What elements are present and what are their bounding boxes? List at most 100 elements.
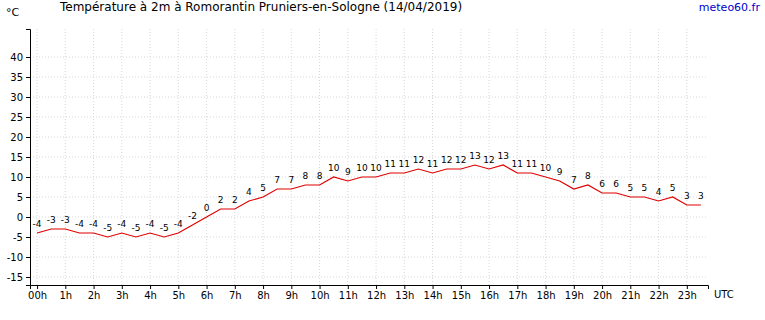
y-tick-mark [26,97,30,98]
x-tick-label: 10h [311,290,330,301]
data-label: 2 [232,195,238,205]
x-tick: 12h [367,285,386,301]
x-tick-mark [602,285,603,289]
data-label: -4 [174,219,183,229]
data-label: 11 [399,159,410,169]
y-tick-mark [26,77,30,78]
y-tick-label: -5 [13,232,23,243]
x-tick-label: 4h [144,290,157,301]
data-label: 6 [599,179,605,189]
grid-line-y [30,97,708,98]
x-tick-label: 21h [621,290,640,301]
grid-line-y [30,197,708,198]
data-label: 7 [571,175,577,185]
data-label: -3 [61,215,70,225]
x-tick: 3h [116,285,129,301]
x-tick-mark [433,285,434,289]
plot-area [37,165,701,237]
x-tick-label: 16h [480,290,499,301]
x-tick-mark [235,285,236,289]
data-label: 13 [497,151,508,161]
y-tick-mark [26,197,30,198]
x-tick-mark [489,285,490,289]
x-tick-label: 6h [201,290,214,301]
grid-line-x [206,29,207,285]
data-label: 12 [455,155,466,165]
grid-line-x [121,29,122,285]
x-tick: 21h [621,285,640,301]
y-axis-line [26,30,31,286]
data-labels: -4-3-3-4-4-5-4-5-4-5-4-20224577881091010… [33,151,704,233]
x-tick-mark [404,285,405,289]
y-tick-label: -10 [7,252,23,263]
data-label: 8 [585,171,591,181]
data-label: 6 [613,179,619,189]
x-tick-mark [207,285,208,289]
x-tick-mark [94,285,95,289]
data-label: 12 [413,155,424,165]
grid-line-x [658,29,659,285]
x-tick: 1h [59,285,72,301]
x-tick: 11h [339,285,358,301]
x-tick: 6h [201,285,214,301]
x-tick-label: 17h [508,290,527,301]
y-tick-mark [26,277,30,278]
x-tick: 9h [285,285,298,301]
grid [30,29,708,285]
x-tick-label: 2h [88,290,101,301]
y-tick-label: 10 [10,172,23,183]
x-tick-label: 5h [172,290,185,301]
x-tick-mark [348,285,349,289]
x-tick-mark [574,285,575,289]
x-tick: 19h [565,285,584,301]
y-axis-title: °C [6,6,20,19]
x-tick-mark [687,285,688,289]
x-tick-mark [517,285,518,289]
x-tick-mark [320,285,321,289]
y-tick: -15 [7,272,30,283]
data-label: 9 [345,167,351,177]
data-label: 7 [274,175,280,185]
x-tick-label: 3h [116,290,129,301]
x-tick-mark [122,285,123,289]
x-tick: 10h [311,285,330,301]
y-tick-mark [26,217,30,218]
x-tick-mark [65,285,66,289]
x-tick: 20h [593,285,612,301]
x-tick: 16h [480,285,499,301]
x-axis-title: UTC [714,289,734,300]
data-label: 2 [218,195,224,205]
y-tick-label: 30 [10,92,23,103]
x-tick-mark [150,285,151,289]
x-tick: 13h [395,285,414,301]
data-label: 11 [512,159,523,169]
x-axis-line [31,286,709,290]
y-tick: 40 [10,52,30,63]
x-tick-mark [37,285,38,289]
chart: -15-10-5051015202530354000h1h2h3h4h5h6h7… [0,0,765,320]
data-label: -4 [75,219,84,229]
x-tick: 15h [452,285,471,301]
y-tick: 20 [10,132,30,143]
x-tick-label: 1h [59,290,72,301]
x-tick-mark [461,285,462,289]
y-tick: 15 [10,152,30,163]
y-tick: 35 [10,72,30,83]
data-label: -5 [131,223,140,233]
y-tick-mark [26,157,30,158]
grid-line-y [30,277,708,278]
y-tick-mark [26,177,30,178]
y-tick-mark [26,57,30,58]
grid-line-x [319,29,320,285]
x-tick: 00h [28,285,47,301]
x-tick-label: 23h [678,290,697,301]
x-tick-mark [178,285,179,289]
x-tick-label: 11h [339,290,358,301]
source: meteo60.fr [699,1,761,14]
x-tick-label: 13h [395,290,414,301]
grid-line-x [263,29,264,285]
data-label: 5 [642,183,648,193]
x-tick-label: 14h [424,290,443,301]
x-tick: 14h [424,285,443,301]
data-label: 3 [684,191,690,201]
